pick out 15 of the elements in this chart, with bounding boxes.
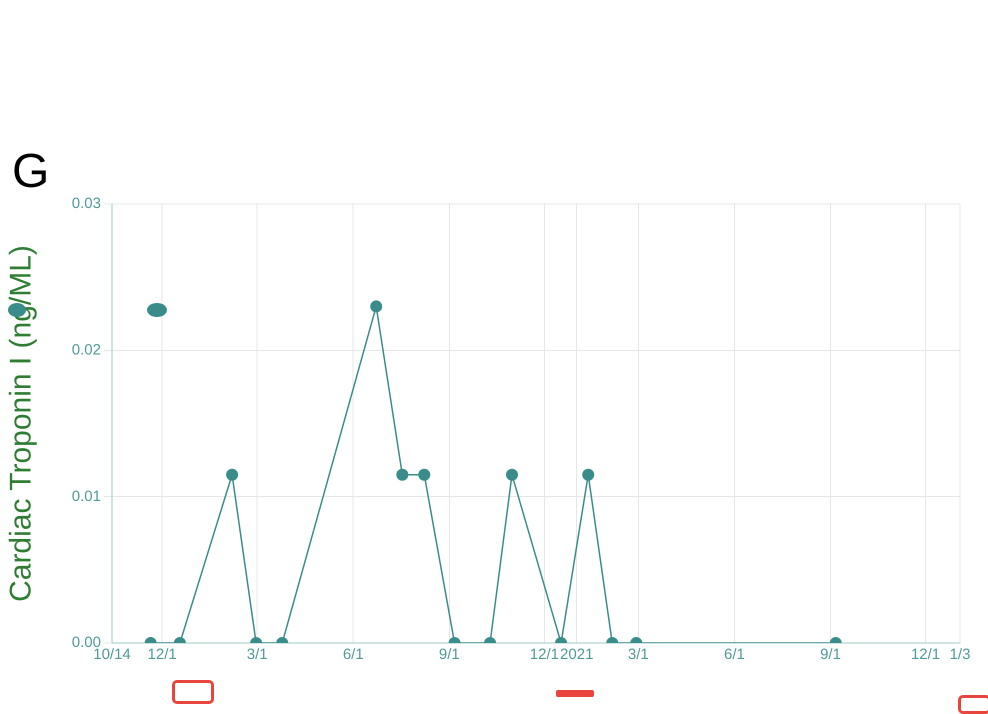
x-tick-label: 6/1 — [724, 646, 745, 664]
y-tick-label: 0.01 — [72, 488, 101, 505]
x-tick-label: 2021 — [560, 646, 594, 664]
x-tick-label: 9/1 — [438, 646, 460, 664]
x-tick-label: 3/1 — [246, 646, 268, 664]
x-tick-label: 3/1 — [628, 646, 649, 664]
y-tick-label: 0.02 — [72, 341, 101, 358]
x-tick-label: 1/3 — [950, 646, 970, 664]
x-tick-label: 12/1 — [530, 646, 559, 664]
x-tick-label: 6/1 — [342, 646, 364, 664]
x-tick-label: 9/1 — [820, 646, 841, 664]
y-tick-label: 0.03 — [72, 195, 101, 212]
x-tick-label: 12/1 — [910, 646, 940, 664]
x-tick-label: 12/1 — [148, 646, 177, 664]
chart-title: G — [12, 145, 50, 198]
